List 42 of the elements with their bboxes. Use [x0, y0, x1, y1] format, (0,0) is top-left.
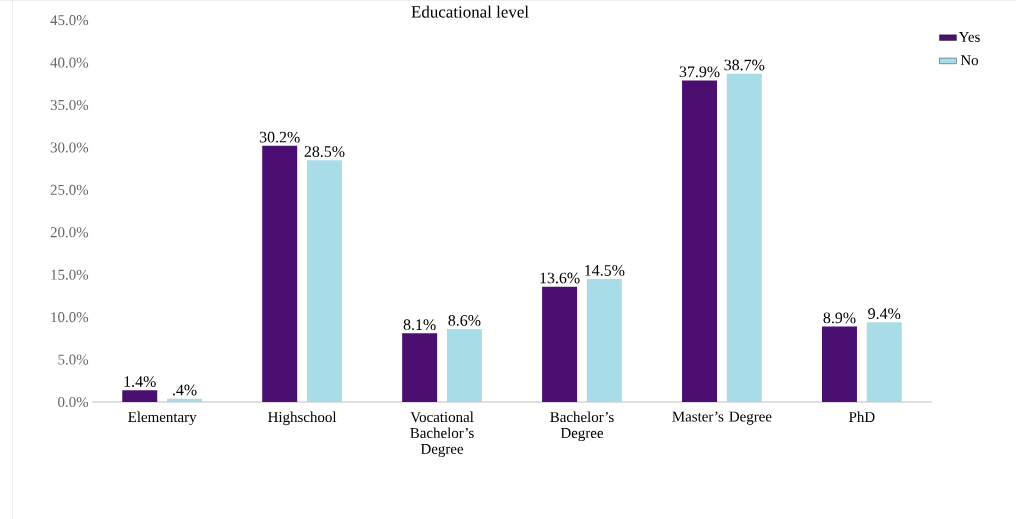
y-tick-label: 35.0% — [50, 99, 89, 111]
bar — [866, 322, 902, 402]
x-tick-label: Vocational Bachelor’s Degree — [410, 411, 474, 457]
y-tick-label: 0.0% — [58, 396, 89, 408]
bar — [446, 328, 482, 402]
bar — [262, 145, 298, 402]
y-tick-label: 25.0% — [50, 184, 89, 195]
y-tick-label: 5.0% — [58, 354, 89, 365]
y-tick-label: 15.0% — [51, 269, 89, 280]
bar — [682, 80, 718, 402]
x-tick-label: PhD — [849, 411, 875, 422]
y-tick-label: 30.0% — [50, 142, 89, 153]
y-tick-label: 20.0% — [50, 227, 89, 238]
legend-label: No — [960, 55, 979, 66]
data-label: 37.9% — [679, 66, 720, 78]
bar — [402, 333, 438, 402]
bar — [586, 278, 622, 402]
data-label: 8.6% — [448, 314, 481, 326]
data-label: 1.4% — [124, 376, 156, 387]
bar — [726, 73, 762, 402]
bar — [306, 160, 342, 402]
chart-title: Educational level — [411, 5, 529, 18]
bar — [122, 390, 158, 402]
data-label: 8.1% — [403, 319, 436, 330]
data-label: 38.7% — [724, 59, 765, 71]
data-label: 30.2% — [259, 131, 300, 143]
y-tick-label: 45.0% — [50, 15, 89, 26]
x-tick-label: Bachelor’s Degree — [550, 411, 614, 441]
bar — [542, 286, 578, 402]
data-label: 13.6% — [540, 272, 580, 284]
bar — [821, 326, 857, 402]
x-tick-label: Elementary — [128, 411, 197, 426]
y-tick-label: 10.0% — [51, 312, 89, 323]
x-tick-label: Master’s Degree — [672, 411, 772, 425]
data-label: 8.9% — [823, 312, 856, 324]
data-label: 9.4% — [868, 308, 901, 319]
data-label: 28.5% — [304, 146, 345, 157]
x-tick-label: Highschool — [268, 411, 337, 426]
data-label: 14.5% — [585, 264, 625, 276]
data-label: .4% — [172, 384, 197, 396]
legend-label: Yes — [958, 31, 980, 42]
y-tick-label: 40.0% — [50, 57, 89, 68]
